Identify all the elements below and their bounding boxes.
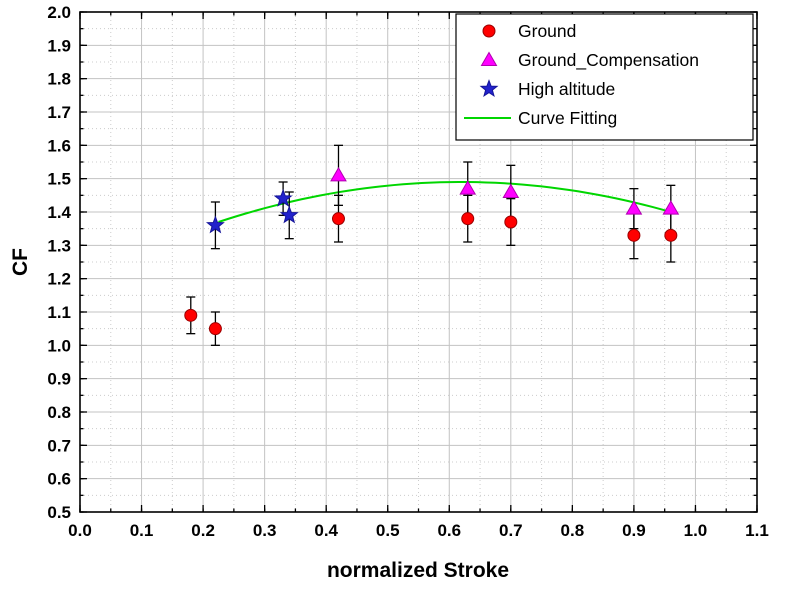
series-ground_compensation [330, 166, 680, 215]
series-high-altitude [205, 188, 299, 234]
legend-item-ground_compensation: Ground_Compensation [480, 50, 699, 71]
svg-text:0.5: 0.5 [376, 521, 400, 540]
svg-text:Ground_Compensation: Ground_Compensation [518, 50, 699, 71]
svg-text:1.9: 1.9 [47, 36, 71, 55]
series-ground [184, 212, 678, 336]
svg-text:1.0: 1.0 [47, 336, 71, 355]
legend-item-high-altitude: High altitude [479, 79, 615, 99]
svg-text:0.1: 0.1 [130, 521, 154, 540]
x-axis-title: normalized Stroke [327, 559, 509, 582]
y-axis-title: CF [9, 248, 32, 276]
svg-text:1.4: 1.4 [47, 203, 71, 222]
svg-text:0.6: 0.6 [47, 470, 71, 489]
svg-text:1.2: 1.2 [47, 270, 71, 289]
svg-text:2.0: 2.0 [47, 3, 71, 22]
fit-curve-line [218, 181, 672, 223]
svg-text:High altitude: High altitude [518, 79, 615, 99]
svg-text:Ground: Ground [518, 21, 576, 41]
tick-labels: 0.0 0.1 0.2 0.3 0.4 0.5 0.6 0.7 0.8 0.9 1.0 1.1 0.5 0… [47, 3, 768, 540]
svg-text:0.8: 0.8 [561, 521, 585, 540]
svg-text:0.9: 0.9 [47, 370, 71, 389]
legend-item-ground: Ground [482, 21, 576, 41]
legend-item-curve-fitting: Curve Fitting [464, 108, 617, 128]
svg-text:0.6: 0.6 [437, 521, 461, 540]
svg-text:0.7: 0.7 [499, 521, 523, 540]
svg-text:1.8: 1.8 [47, 70, 71, 89]
svg-text:0.9: 0.9 [622, 521, 646, 540]
grid-minor [80, 12, 757, 512]
svg-text:1.0: 1.0 [684, 521, 708, 540]
legend: Ground Ground_Compensation High altitude Cu… [455, 13, 754, 141]
svg-text:1.1: 1.1 [47, 303, 71, 322]
svg-text:1.3: 1.3 [47, 236, 71, 255]
svg-text:Curve Fitting: Curve Fitting [518, 108, 617, 128]
svg-text:0.2: 0.2 [191, 521, 215, 540]
chart-generated: 0.0 0.1 0.2 0.3 0.4 0.5 0.6 0.7 0.8 0.9 1.0 1.1 0.5 0… [47, 3, 768, 540]
svg-text:0.0: 0.0 [68, 521, 92, 540]
svg-text:0.5: 0.5 [47, 503, 71, 522]
svg-text:1.5: 1.5 [47, 170, 71, 189]
svg-text:0.8: 0.8 [47, 403, 71, 422]
svg-text:1.7: 1.7 [47, 103, 71, 122]
svg-text:0.3: 0.3 [253, 521, 277, 540]
svg-text:0.4: 0.4 [314, 521, 338, 540]
svg-text:1.6: 1.6 [47, 136, 71, 155]
svg-text:1.1: 1.1 [745, 521, 769, 540]
svg-text:0.7: 0.7 [47, 436, 71, 455]
